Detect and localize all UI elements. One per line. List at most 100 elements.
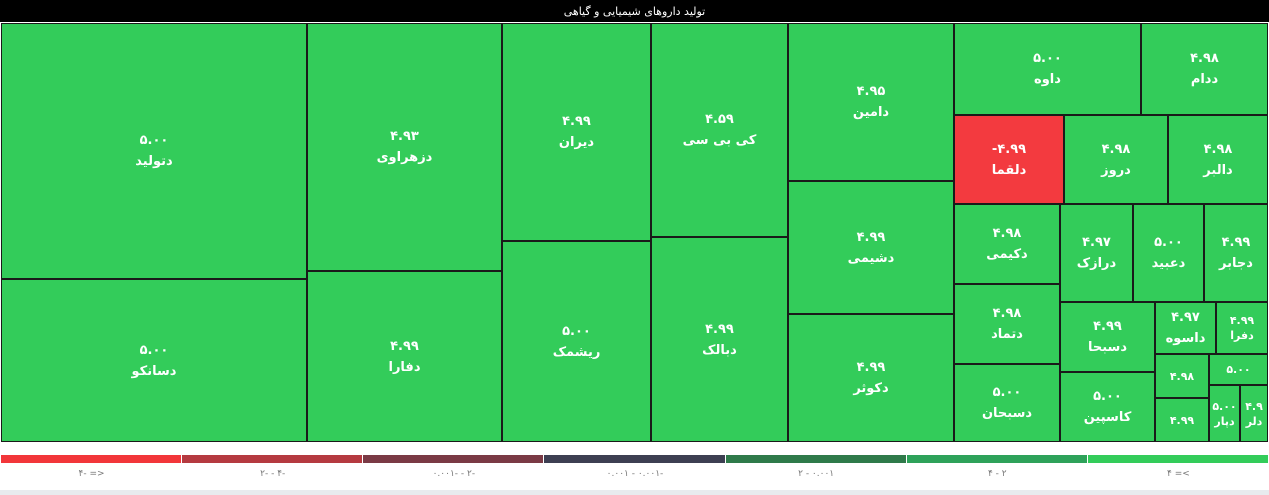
tile-label: دامین — [852, 105, 890, 120]
tile-label: دفرا — [1230, 329, 1254, 342]
tile-label: ددام — [1190, 72, 1219, 87]
value-label: ۵.۰۰ — [1154, 235, 1183, 250]
value-label: ۴.۹۹ — [1093, 319, 1122, 334]
treemap-tile: ۴.۹۳ دزهراوی — [307, 23, 502, 271]
treemap-tile: ۵.۰۰ دسانکو — [1, 279, 307, 442]
value-label: ۵.۰۰ — [1226, 363, 1251, 376]
tile-label: دیران — [558, 135, 595, 150]
value-label: -۴.۹۹ — [991, 141, 1027, 157]
value-label: ۵.۰۰ — [992, 385, 1022, 400]
treemap-tile: ۴.۹۹ دشیمی — [788, 181, 954, 314]
tile-label: ریشمک — [552, 344, 601, 360]
value-label: ۴.۹۸ — [1101, 141, 1131, 157]
treemap-tile: ۴.۹۸ دالبر — [1168, 115, 1268, 204]
value-label: ۵.۰۰ — [139, 133, 169, 148]
treemap-tile: ۴.۹ دلر — [1240, 385, 1268, 442]
value-label: ۵.۰۰ — [139, 342, 169, 358]
legend-swatch — [725, 455, 906, 463]
value-label: ۴.۹۹ — [1169, 413, 1195, 427]
tile-label: داوه — [1034, 72, 1061, 87]
value-label: ۴.۹۹ — [856, 360, 886, 375]
treemap-tile: ۴.۵۹ کی بی سی — [651, 23, 788, 237]
treemap-tile: ۴.۹۵ دامین — [788, 23, 954, 181]
treemap-tile: ۴.۹۹ دبالک — [651, 237, 788, 442]
legend-swatch — [906, 455, 1087, 463]
treemap-tile: ۴.۹۸ دکیمی — [954, 204, 1060, 284]
legend-label: ۰.۰۰۱- - ۲- — [432, 469, 476, 479]
treemap-tile: ۵.۰۰ دسبحان — [954, 364, 1060, 442]
tile-label: دالبر — [1203, 162, 1233, 178]
treemap-tile: ۵.۰۰ دپار — [1209, 385, 1240, 442]
footer-strip — [0, 490, 1269, 495]
value-label: ۴.۹۳ — [390, 129, 419, 144]
treemap-tile: ۴.۹۷ درازک — [1060, 204, 1133, 302]
tile-label: دتماد — [991, 327, 1023, 342]
tile-label: داسوه — [1165, 331, 1206, 346]
legend-swatch — [1087, 455, 1268, 463]
tile-label: دسانکو — [131, 363, 177, 379]
legend-label: ۴ =< — [1167, 469, 1190, 479]
tile-label: دفارا — [388, 359, 421, 375]
treemap-tile: ۴.۹۹ دجابر — [1204, 204, 1268, 302]
value-label: ۴.۹۹ — [1229, 314, 1255, 327]
tile-label: دجابر — [1219, 256, 1253, 271]
value-label: ۴.۹۹ — [390, 338, 419, 354]
legend-swatch — [544, 455, 725, 463]
treemap-tile: -۴.۹۹ دلقما — [954, 115, 1064, 204]
treemap-tile: ۵.۰۰ کاسپین — [1060, 372, 1155, 442]
treemap-tile: ۴.۹۹ — [1155, 398, 1209, 442]
tile-label: درازک — [1076, 256, 1117, 271]
value-label: ۵.۰۰ — [1212, 399, 1237, 413]
tile-label: دعبید — [1151, 256, 1186, 271]
legend-swatch — [182, 455, 363, 463]
treemap-tile: ۵.۰۰ ریشمک — [502, 241, 651, 442]
value-label: ۴.۹۸ — [992, 226, 1022, 241]
value-label: ۴.۹۸ — [1190, 51, 1219, 66]
tile-label: کی بی سی — [682, 133, 757, 148]
legend-label: ۲ - ۰.۰۰۱ — [798, 469, 835, 479]
tile-label: دکوثر — [853, 381, 889, 396]
tile-label: دسبحا — [1087, 340, 1127, 355]
tile-label: دلر — [1245, 414, 1263, 428]
tile-label: دسبحان — [981, 406, 1033, 421]
treemap-tile: ۴.۹۸ دروز — [1064, 115, 1168, 204]
value-label: ۵.۰۰ — [1093, 389, 1122, 404]
legend-label: ۰.۰۰۱ - ۰.۰۰۱- — [606, 469, 664, 479]
tile-label: دبالک — [702, 342, 737, 358]
treemap-tile: ۴.۹۹ دیران — [502, 23, 651, 241]
treemap-tile: ۴.۹۸ ددام — [1141, 23, 1268, 115]
value-label: ۴.۹ — [1245, 399, 1263, 413]
value-label: ۴.۹۹ — [562, 114, 591, 129]
value-label: ۴.۹۸ — [992, 306, 1022, 321]
treemap-tile: ۴.۹۸ دتماد — [954, 284, 1060, 364]
treemap-tile: ۵.۰۰ دتولید — [1, 23, 307, 279]
treemap-tile: ۵.۰۰ دعبید — [1133, 204, 1204, 302]
value-label: ۴.۵۹ — [705, 112, 734, 127]
treemap-tile: ۴.۹۸ — [1155, 354, 1209, 398]
treemap-tile: ۴.۹۹ دفرا — [1216, 302, 1268, 354]
value-label: ۴.۹۷ — [1082, 235, 1111, 250]
tile-label: دتولید — [135, 154, 173, 169]
legend-swatch — [1, 455, 182, 463]
value-label: ۴.۹۵ — [856, 84, 886, 99]
legend-label: ۴- => — [78, 469, 105, 479]
value-label: ۴.۹۸ — [1169, 369, 1195, 383]
value-label: ۴.۹۹ — [856, 229, 886, 245]
value-label: ۴.۹۹ — [705, 321, 734, 337]
treemap-tile: ۴.۹۹ دفارا — [307, 271, 502, 442]
value-label: ۵.۰۰ — [1033, 51, 1062, 66]
legend-label: ۴ - ۲ — [987, 469, 1007, 479]
legend-label: ۲- - ۴- — [260, 469, 286, 479]
tile-label: دلقما — [991, 162, 1027, 178]
tile-label: کاسپین — [1083, 410, 1132, 425]
value-label: ۴.۹۹ — [1221, 235, 1251, 250]
value-label: ۵.۰۰ — [562, 323, 591, 339]
treemap-tile: ۵.۰۰ داوه — [954, 23, 1141, 115]
legend-swatch — [363, 455, 544, 463]
tile-label: دزهراوی — [376, 150, 433, 165]
tile-label: دکیمی — [986, 247, 1028, 262]
treemap-tile: ۴.۹۹ دکوثر — [788, 314, 954, 442]
treemap-tile: ۴.۹۷ داسوه — [1155, 302, 1216, 354]
value-label: ۴.۹۷ — [1171, 310, 1200, 325]
